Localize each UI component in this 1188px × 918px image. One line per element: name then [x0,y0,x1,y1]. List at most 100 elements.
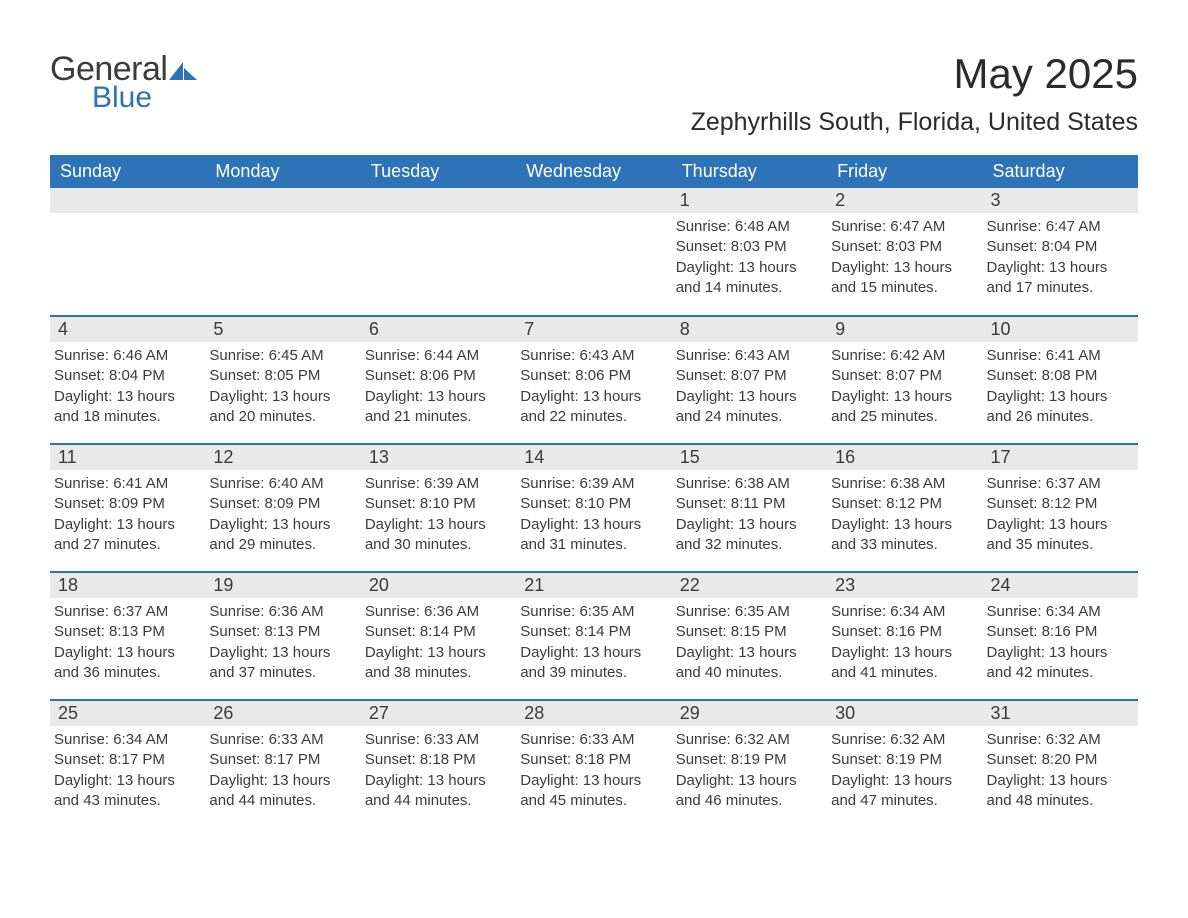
calendar-cell: 2Sunrise: 6:47 AMSunset: 8:03 PMDaylight… [827,188,982,316]
calendar-cell: 23Sunrise: 6:34 AMSunset: 8:16 PMDayligh… [827,572,982,700]
calendar-cell: 20Sunrise: 6:36 AMSunset: 8:14 PMDayligh… [361,572,516,700]
day-details: Sunrise: 6:37 AMSunset: 8:13 PMDaylight:… [50,598,205,687]
day-details: Sunrise: 6:44 AMSunset: 8:06 PMDaylight:… [361,342,516,431]
calendar-cell: 1Sunrise: 6:48 AMSunset: 8:03 PMDaylight… [672,188,827,316]
calendar-cell: 31Sunrise: 6:32 AMSunset: 8:20 PMDayligh… [983,700,1138,828]
day-details: Sunrise: 6:32 AMSunset: 8:19 PMDaylight:… [827,726,982,815]
day-number: 12 [205,445,360,470]
weekday-header: Saturday [983,155,1138,188]
calendar-cell: 25Sunrise: 6:34 AMSunset: 8:17 PMDayligh… [50,700,205,828]
day-details: Sunrise: 6:35 AMSunset: 8:15 PMDaylight:… [672,598,827,687]
day-number: 30 [827,701,982,726]
day-number: 13 [361,445,516,470]
calendar-cell: 4Sunrise: 6:46 AMSunset: 8:04 PMDaylight… [50,316,205,444]
day-details: Sunrise: 6:41 AMSunset: 8:08 PMDaylight:… [983,342,1138,431]
day-number: 7 [516,317,671,342]
logo: General Blue [50,50,197,115]
day-number: 31 [983,701,1138,726]
calendar-cell: 17Sunrise: 6:37 AMSunset: 8:12 PMDayligh… [983,444,1138,572]
day-number: 2 [827,188,982,213]
day-details: Sunrise: 6:43 AMSunset: 8:07 PMDaylight:… [672,342,827,431]
day-number: 19 [205,573,360,598]
calendar-cell: . [50,188,205,316]
calendar-cell: 13Sunrise: 6:39 AMSunset: 8:10 PMDayligh… [361,444,516,572]
calendar-cell: 15Sunrise: 6:38 AMSunset: 8:11 PMDayligh… [672,444,827,572]
day-details: Sunrise: 6:47 AMSunset: 8:03 PMDaylight:… [827,213,982,302]
calendar-cell: 9Sunrise: 6:42 AMSunset: 8:07 PMDaylight… [827,316,982,444]
day-details: Sunrise: 6:34 AMSunset: 8:16 PMDaylight:… [983,598,1138,687]
day-number: 5 [205,317,360,342]
calendar-cell: . [516,188,671,316]
day-details: Sunrise: 6:36 AMSunset: 8:14 PMDaylight:… [361,598,516,687]
day-details: Sunrise: 6:38 AMSunset: 8:11 PMDaylight:… [672,470,827,559]
header: General Blue May 2025 Zephyrhills South,… [50,50,1138,137]
day-number: 16 [827,445,982,470]
day-number: 15 [672,445,827,470]
location: Zephyrhills South, Florida, United State… [691,108,1138,137]
calendar-cell: 6Sunrise: 6:44 AMSunset: 8:06 PMDaylight… [361,316,516,444]
weekday-header: Friday [827,155,982,188]
day-details: Sunrise: 6:32 AMSunset: 8:20 PMDaylight:… [983,726,1138,815]
day-details: Sunrise: 6:38 AMSunset: 8:12 PMDaylight:… [827,470,982,559]
day-number: 21 [516,573,671,598]
calendar-cell: 12Sunrise: 6:40 AMSunset: 8:09 PMDayligh… [205,444,360,572]
day-details: Sunrise: 6:45 AMSunset: 8:05 PMDaylight:… [205,342,360,431]
day-number: 4 [50,317,205,342]
day-number: 23 [827,573,982,598]
weekday-header: Wednesday [516,155,671,188]
weekday-header: Sunday [50,155,205,188]
logo-text-blue: Blue [92,81,197,115]
day-details: Sunrise: 6:41 AMSunset: 8:09 PMDaylight:… [50,470,205,559]
day-details: Sunrise: 6:35 AMSunset: 8:14 PMDaylight:… [516,598,671,687]
calendar-cell: 10Sunrise: 6:41 AMSunset: 8:08 PMDayligh… [983,316,1138,444]
calendar-cell: 8Sunrise: 6:43 AMSunset: 8:07 PMDaylight… [672,316,827,444]
calendar-cell: 22Sunrise: 6:35 AMSunset: 8:15 PMDayligh… [672,572,827,700]
calendar-cell: 29Sunrise: 6:32 AMSunset: 8:19 PMDayligh… [672,700,827,828]
day-number: 29 [672,701,827,726]
day-number: 3 [983,188,1138,213]
day-number: 26 [205,701,360,726]
day-number: 6 [361,317,516,342]
day-details: Sunrise: 6:34 AMSunset: 8:16 PMDaylight:… [827,598,982,687]
title-block: May 2025 Zephyrhills South, Florida, Uni… [691,50,1138,137]
calendar-cell: 5Sunrise: 6:45 AMSunset: 8:05 PMDaylight… [205,316,360,444]
month-title: May 2025 [691,50,1138,98]
day-details: Sunrise: 6:37 AMSunset: 8:12 PMDaylight:… [983,470,1138,559]
day-details: Sunrise: 6:47 AMSunset: 8:04 PMDaylight:… [983,213,1138,302]
calendar-cell: . [361,188,516,316]
day-details: Sunrise: 6:39 AMSunset: 8:10 PMDaylight:… [361,470,516,559]
calendar-cell: 16Sunrise: 6:38 AMSunset: 8:12 PMDayligh… [827,444,982,572]
day-number: 14 [516,445,671,470]
day-number: 1 [672,188,827,213]
calendar-cell: 14Sunrise: 6:39 AMSunset: 8:10 PMDayligh… [516,444,671,572]
calendar-header-row: SundayMondayTuesdayWednesdayThursdayFrid… [50,155,1138,188]
calendar-cell: 11Sunrise: 6:41 AMSunset: 8:09 PMDayligh… [50,444,205,572]
calendar-cell: 3Sunrise: 6:47 AMSunset: 8:04 PMDaylight… [983,188,1138,316]
day-number: 27 [361,701,516,726]
calendar-cell: 18Sunrise: 6:37 AMSunset: 8:13 PMDayligh… [50,572,205,700]
weekday-header: Thursday [672,155,827,188]
day-details: Sunrise: 6:32 AMSunset: 8:19 PMDaylight:… [672,726,827,815]
day-number: 11 [50,445,205,470]
calendar-table: SundayMondayTuesdayWednesdayThursdayFrid… [50,155,1138,828]
day-details: Sunrise: 6:43 AMSunset: 8:06 PMDaylight:… [516,342,671,431]
calendar-cell: 26Sunrise: 6:33 AMSunset: 8:17 PMDayligh… [205,700,360,828]
day-details: Sunrise: 6:36 AMSunset: 8:13 PMDaylight:… [205,598,360,687]
calendar-cell: 24Sunrise: 6:34 AMSunset: 8:16 PMDayligh… [983,572,1138,700]
day-number: 17 [983,445,1138,470]
day-details: Sunrise: 6:42 AMSunset: 8:07 PMDaylight:… [827,342,982,431]
calendar-cell: 7Sunrise: 6:43 AMSunset: 8:06 PMDaylight… [516,316,671,444]
day-number: 8 [672,317,827,342]
day-details: Sunrise: 6:33 AMSunset: 8:17 PMDaylight:… [205,726,360,815]
day-details: Sunrise: 6:39 AMSunset: 8:10 PMDaylight:… [516,470,671,559]
day-details: Sunrise: 6:34 AMSunset: 8:17 PMDaylight:… [50,726,205,815]
calendar-cell: 30Sunrise: 6:32 AMSunset: 8:19 PMDayligh… [827,700,982,828]
day-details: Sunrise: 6:40 AMSunset: 8:09 PMDaylight:… [205,470,360,559]
weekday-header: Monday [205,155,360,188]
day-number: 25 [50,701,205,726]
day-number: 20 [361,573,516,598]
day-details: Sunrise: 6:33 AMSunset: 8:18 PMDaylight:… [361,726,516,815]
day-number: 18 [50,573,205,598]
day-details: Sunrise: 6:33 AMSunset: 8:18 PMDaylight:… [516,726,671,815]
day-number: 9 [827,317,982,342]
